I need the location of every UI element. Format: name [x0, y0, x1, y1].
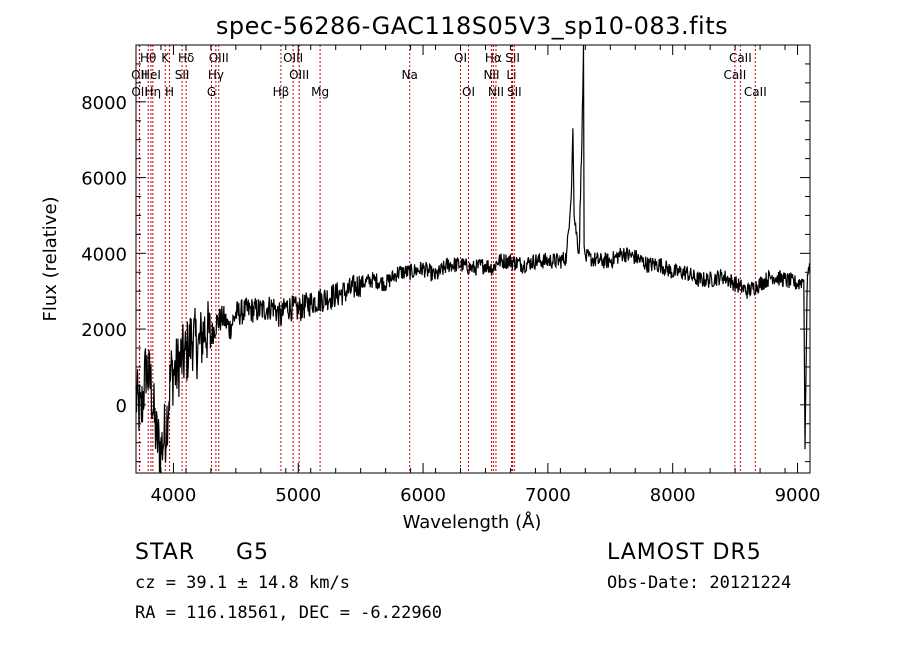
- marker-label: OIII: [209, 51, 229, 65]
- marker-label: OI: [462, 85, 475, 99]
- x-tick-label: 6000: [400, 485, 446, 506]
- marker-label: OII: [131, 85, 148, 99]
- marker-label: Hα: [485, 51, 502, 65]
- obs-date-text: Obs-Date: 20121224: [607, 573, 792, 593]
- y-tick-label: 2000: [81, 320, 127, 341]
- marker-label: NII: [488, 85, 504, 99]
- marker-label: OI: [454, 51, 467, 65]
- y-tick-label: 8000: [81, 93, 127, 114]
- marker-label: Hη: [145, 85, 162, 99]
- marker-label: H: [165, 85, 174, 99]
- marker-label: SII: [507, 85, 522, 99]
- x-tick-label: 5000: [275, 485, 321, 506]
- marker-label: Hβ: [273, 85, 290, 99]
- marker-label: SII: [505, 51, 520, 65]
- marker-label: Hθ: [140, 51, 156, 65]
- marker-label: NII: [483, 68, 499, 82]
- spectrum-line: [135, 44, 811, 474]
- marker-label: Mg: [311, 85, 329, 99]
- survey-name: LAMOST DR5: [607, 540, 762, 565]
- marker-label: CaII: [744, 85, 767, 99]
- redshift-text: cz = 39.1 ± 14.8 km/s: [135, 573, 350, 593]
- marker-label: OIII: [283, 51, 303, 65]
- marker-label: SII: [175, 68, 190, 82]
- marker-label: Li: [506, 68, 516, 82]
- y-axis-label: Flux (relative): [40, 196, 61, 321]
- x-tick-label: 7000: [525, 485, 571, 506]
- marker-label: CaII: [729, 51, 752, 65]
- y-tick-label: 6000: [81, 169, 127, 190]
- marker-label: Na: [402, 68, 418, 82]
- plot-axes: 4000 5000 6000 7000 8000 9000 0 2000 4000 6000 800…: [81, 44, 821, 506]
- x-tick-label: 4000: [151, 485, 197, 506]
- chart-title: spec-56286-GAC118S05V3_sp10-083.fits: [216, 12, 728, 40]
- coordinates-text: RA = 116.18561, DEC = -6.22960: [135, 603, 443, 623]
- marker-label: HeI: [141, 68, 161, 82]
- marker-label: G: [207, 85, 216, 99]
- object-subclass: G5: [236, 540, 270, 565]
- y-tick-label: 4000: [81, 244, 127, 265]
- x-tick-label: 8000: [650, 485, 696, 506]
- x-tick-label: 9000: [775, 485, 821, 506]
- marker-label: K: [161, 51, 170, 65]
- y-tick-label: 0: [116, 396, 127, 417]
- marker-label: CaII: [723, 68, 746, 82]
- plot-frame: [135, 44, 811, 474]
- marker-label: Hγ: [208, 68, 224, 82]
- marker-label: Hδ: [178, 51, 194, 65]
- marker-label: OIII: [289, 68, 309, 82]
- object-class: STAR: [135, 540, 196, 565]
- x-axis-label: Wavelength (Å): [403, 511, 542, 533]
